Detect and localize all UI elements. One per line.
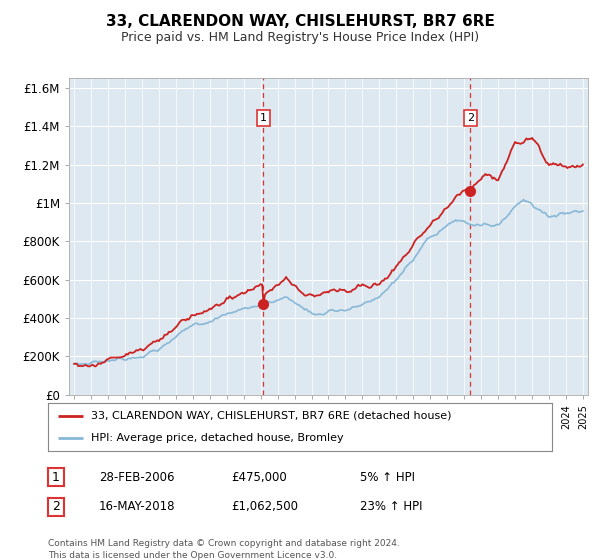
Text: 2: 2 (467, 113, 474, 123)
Text: 33, CLARENDON WAY, CHISLEHURST, BR7 6RE: 33, CLARENDON WAY, CHISLEHURST, BR7 6RE (106, 14, 494, 29)
Text: 28-FEB-2006: 28-FEB-2006 (99, 470, 175, 484)
Text: 5% ↑ HPI: 5% ↑ HPI (360, 470, 415, 484)
Text: 2: 2 (52, 500, 60, 514)
Text: 1: 1 (52, 470, 60, 484)
Text: HPI: Average price, detached house, Bromley: HPI: Average price, detached house, Brom… (91, 433, 343, 444)
Text: £475,000: £475,000 (231, 470, 287, 484)
Text: £1,062,500: £1,062,500 (231, 500, 298, 514)
Text: 23% ↑ HPI: 23% ↑ HPI (360, 500, 422, 514)
Text: 33, CLARENDON WAY, CHISLEHURST, BR7 6RE (detached house): 33, CLARENDON WAY, CHISLEHURST, BR7 6RE … (91, 410, 451, 421)
Text: Price paid vs. HM Land Registry's House Price Index (HPI): Price paid vs. HM Land Registry's House … (121, 31, 479, 44)
Text: Contains HM Land Registry data © Crown copyright and database right 2024.
This d: Contains HM Land Registry data © Crown c… (48, 539, 400, 559)
Text: 16-MAY-2018: 16-MAY-2018 (99, 500, 176, 514)
Text: 1: 1 (260, 113, 267, 123)
